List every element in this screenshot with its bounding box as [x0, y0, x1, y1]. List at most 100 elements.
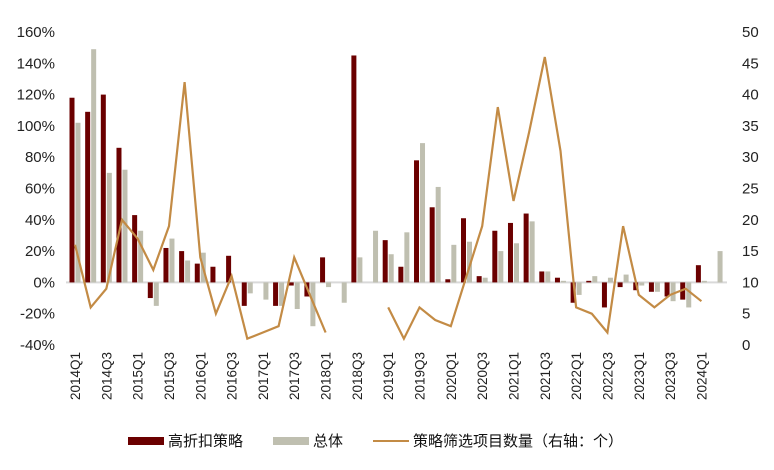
left-axis-tick-label: 20%: [25, 243, 55, 260]
bar: [592, 276, 598, 283]
bar: [398, 266, 404, 283]
x-axis-tick-label: 2014Q3: [99, 352, 114, 400]
right-axis-tick-label: 50: [742, 24, 759, 41]
bar: [560, 280, 566, 283]
x-axis-tick-label: 2016Q3: [225, 352, 240, 400]
bar: [686, 282, 692, 308]
bar: [607, 277, 613, 283]
x-axis-tick-label: 2021Q3: [538, 352, 553, 400]
bar: [273, 282, 279, 306]
x-axis-tick-label: 2019Q1: [381, 352, 396, 400]
legend-swatch-high-discount: [128, 436, 164, 445]
bar: [523, 213, 529, 283]
left-axis-tick-label: -40%: [20, 337, 55, 354]
bar: [420, 143, 426, 283]
bar: [648, 282, 654, 292]
bar: [373, 230, 379, 283]
right-axis-tick-label: 30: [742, 149, 759, 166]
bar: [106, 172, 112, 283]
bar: [357, 257, 363, 283]
bar: [341, 282, 347, 303]
bar: [404, 232, 410, 283]
bar: [429, 207, 435, 283]
right-axis-tick-label: 25: [742, 181, 759, 198]
bar: [445, 279, 451, 283]
bar: [247, 282, 253, 294]
bar: [179, 251, 185, 283]
x-axis: 2014Q1 2014Q3 2015Q1 2015Q3 2016Q1 2016Q3 2017…: [68, 352, 709, 400]
x-axis-tick-label: 2023Q3: [663, 352, 678, 400]
x-axis-tick-label: 2017Q3: [287, 352, 302, 400]
left-axis-tick-label: 40%: [25, 212, 55, 229]
bar: [288, 282, 294, 286]
bar: [623, 274, 629, 283]
bar: [545, 271, 551, 283]
bar: [554, 277, 560, 283]
left-axis-tick-label: 80%: [25, 149, 55, 166]
bar: [153, 282, 159, 306]
right-axis-tick-label: 5: [742, 306, 750, 323]
bar: [461, 218, 466, 283]
bar: [169, 238, 175, 283]
bar: [717, 251, 723, 283]
x-axis-tick-label: 2018Q1: [319, 352, 334, 400]
bar: [576, 282, 582, 295]
bar: [507, 222, 513, 283]
right-axis-tick-label: 0: [742, 337, 750, 354]
bar-series: [69, 49, 723, 327]
bar: [513, 243, 519, 283]
bar: [654, 282, 660, 292]
bar: [279, 282, 285, 306]
bar: [414, 160, 420, 283]
line-series-count: [73, 81, 327, 341]
bar: [664, 282, 670, 297]
bar: [69, 97, 75, 283]
bar: [294, 282, 300, 310]
bar: [210, 266, 216, 283]
bar: [388, 254, 394, 283]
bar: [263, 282, 269, 300]
bar: [132, 215, 138, 283]
bar: [435, 186, 441, 283]
bar: [326, 282, 332, 288]
x-axis-tick-label: 2020Q1: [444, 352, 459, 400]
bar: [639, 282, 645, 286]
legend-label-overall: 总体: [313, 432, 344, 450]
bar: [194, 263, 200, 283]
x-axis-tick-label: 2021Q1: [506, 352, 521, 400]
x-axis-tick-label: 2022Q3: [600, 352, 615, 400]
bar: [701, 280, 707, 283]
x-axis-tick-label: 2014Q1: [68, 352, 83, 400]
bar: [320, 257, 326, 283]
bar: [601, 282, 607, 308]
bar: [451, 244, 457, 283]
bar: [570, 282, 576, 303]
bar: [91, 49, 97, 283]
bar: [617, 282, 623, 288]
right-axis-tick-label: 10: [742, 274, 759, 291]
x-axis-tick-label: 2015Q1: [131, 352, 146, 400]
bar: [226, 255, 232, 283]
bar: [695, 265, 701, 283]
x-axis-tick-label: 2015Q3: [162, 352, 177, 400]
right-axis-tick-label: 20: [742, 212, 759, 229]
x-axis-tick-label: 2018Q3: [350, 352, 365, 400]
left-axis-tick-label: 160%: [17, 24, 55, 41]
bar: [163, 247, 169, 283]
bar: [241, 282, 247, 306]
bar: [529, 221, 535, 283]
bar: [492, 230, 498, 283]
left-y-axis: 160% 140% 120% 100% 80% 60% 40% 20% 0% -20% -40%: [17, 24, 55, 354]
bar: [138, 230, 144, 283]
bar: [147, 282, 153, 299]
x-axis-tick-label: 2024Q1: [694, 352, 709, 400]
legend-item-high-discount: 高折扣策略: [128, 430, 243, 451]
bar: [382, 240, 388, 283]
right-axis-tick-label: 40: [742, 87, 759, 104]
right-axis-tick-label: 45: [742, 55, 759, 72]
bar: [85, 111, 91, 283]
bar: [116, 147, 122, 283]
bar: [586, 280, 592, 283]
legend-item-overall: 总体: [273, 430, 343, 451]
